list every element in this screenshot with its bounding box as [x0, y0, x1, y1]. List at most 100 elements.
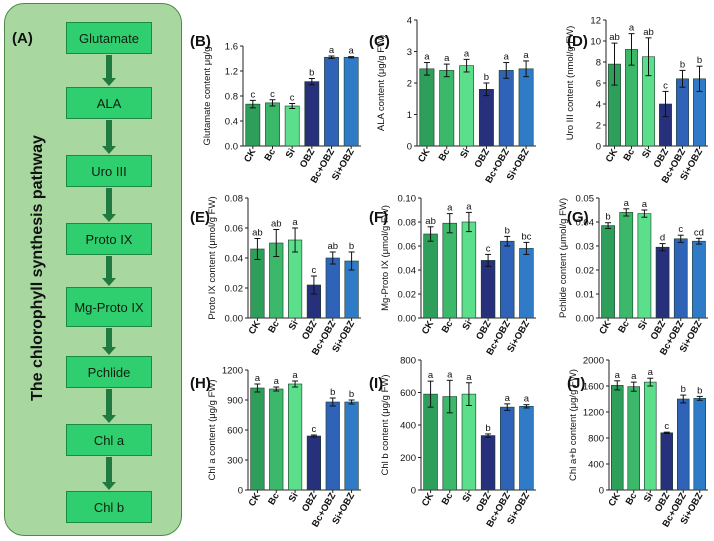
significance-letter: b: [349, 389, 354, 400]
step-chl-b: Chl b: [66, 491, 152, 523]
significance-letter: b: [309, 68, 314, 79]
bar-bc: [269, 388, 284, 491]
significance-letter: c: [678, 224, 683, 235]
bar-obz: [306, 435, 321, 491]
significance-letter: b: [680, 59, 685, 70]
y-axis-label: Glutamate content μg/g: [202, 47, 213, 146]
y-tick-label: 0.05: [576, 194, 595, 205]
y-tick-label: 0.0: [225, 142, 238, 153]
x-tick-label: CK: [606, 491, 622, 509]
bar-bc-obz: [498, 70, 514, 147]
significance-letter: a: [631, 371, 637, 382]
x-tick-label: Si: [640, 147, 654, 160]
y-tick-label: 800: [400, 356, 416, 367]
x-tick-label: Si: [460, 319, 474, 332]
significance-letter: a: [629, 23, 635, 34]
panel-label: (E): [190, 209, 210, 226]
y-tick-label: 0.02: [576, 266, 595, 277]
y-tick-label: 0.08: [398, 218, 417, 229]
x-tick-label: CK: [420, 319, 436, 337]
significance-letter: c: [486, 243, 491, 254]
bar-obz: [655, 246, 670, 319]
significance-letter: a: [624, 198, 630, 209]
pathway-arrow: [102, 120, 116, 154]
pathway-arrow: [102, 188, 116, 222]
significance-letter: a: [464, 48, 470, 59]
bar-si-obz: [519, 248, 534, 319]
bar-bc: [619, 212, 634, 319]
x-tick-label: CK: [420, 491, 436, 509]
x-tick-label: OBZ: [474, 491, 494, 514]
bar-si-obz: [343, 56, 359, 147]
y-tick-label: 0: [407, 142, 412, 153]
x-tick-label: Bc: [266, 491, 282, 507]
bar-bc-obz: [500, 406, 515, 491]
panel-label-a: (A): [12, 30, 33, 47]
significance-letter: b: [349, 241, 354, 252]
y-tick-label: 1600: [583, 382, 604, 393]
y-tick-label: 2: [596, 121, 601, 132]
bar-bc-obz: [677, 398, 690, 491]
bar-ck: [419, 68, 435, 147]
y-tick-label: 6: [596, 79, 601, 90]
bar-bc: [442, 222, 457, 319]
panel-label: (F): [369, 209, 388, 226]
x-tick-label: Si: [458, 147, 472, 160]
significance-letter: ab: [643, 27, 654, 38]
bar-ck: [423, 233, 438, 319]
chart-panel: (J) 0 400 800 1200 1600 2000 Chl a+b content (μ…: [567, 356, 708, 529]
significance-letter: c: [250, 89, 255, 100]
significance-letter: ab: [425, 216, 436, 227]
y-tick-label: 0.00: [576, 314, 595, 325]
significance-letter: a: [424, 52, 430, 63]
y-tick-label: 400: [588, 460, 604, 471]
y-tick-label: 12: [590, 16, 601, 27]
significance-letter: ab: [271, 219, 282, 230]
significance-letter: b: [697, 385, 702, 396]
chart-panel: (H) 0 300 600 900 1200 Chl a content (μg/g FW)…: [190, 366, 361, 529]
significance-letter: a: [466, 201, 472, 212]
bar-si: [461, 221, 477, 319]
significance-letter: b: [605, 212, 610, 223]
chart-panel: (E) 0.00 0.02 0.04 0.06 0.08 Proto IX content …: [190, 194, 361, 357]
significance-letter: b: [485, 423, 490, 434]
bar-si: [288, 383, 303, 491]
y-tick-label: 2000: [583, 356, 604, 367]
y-tick-label: 900: [227, 396, 243, 407]
bar-ck: [601, 225, 615, 319]
bar-bc-obz: [673, 238, 688, 319]
panel-label: (B): [190, 33, 211, 50]
significance-letter: a: [292, 370, 298, 381]
pathway-arrow: [102, 389, 116, 423]
y-tick-label: 0.08: [225, 194, 244, 205]
y-tick-label: 600: [227, 426, 243, 437]
significance-letter: c: [664, 421, 669, 432]
panel-label: (H): [190, 375, 211, 392]
y-tick-label: 1200: [222, 366, 243, 377]
significance-letter: c: [290, 93, 295, 104]
bar-obz: [480, 260, 496, 319]
x-tick-label: Si: [460, 491, 474, 504]
significance-letter: a: [274, 376, 280, 387]
significance-letter: a: [255, 373, 261, 384]
y-tick-label: 0: [599, 486, 604, 497]
x-tick-label: CK: [242, 147, 258, 165]
x-tick-label: CK: [416, 147, 432, 165]
x-tick-label: Si: [287, 491, 301, 504]
pathway-arrow: [102, 55, 116, 86]
y-tick-label: 1.2: [225, 67, 238, 78]
significance-letter: b: [681, 384, 686, 395]
bar-obz: [304, 81, 320, 147]
significance-letter: d: [660, 233, 665, 244]
significance-letter: ab: [252, 228, 263, 239]
panel-label: (G): [567, 209, 589, 226]
significance-letter: bc: [521, 231, 531, 242]
bar-ck: [611, 385, 624, 491]
y-tick-label: 3: [407, 47, 412, 58]
y-tick-label: 2: [407, 79, 412, 90]
y-tick-label: 0.06: [225, 224, 244, 235]
step-uro-iii: Uro III: [66, 155, 152, 187]
x-tick-label: Bc: [616, 319, 632, 335]
y-axis-label: ALA content (μg/g FW): [376, 35, 387, 131]
